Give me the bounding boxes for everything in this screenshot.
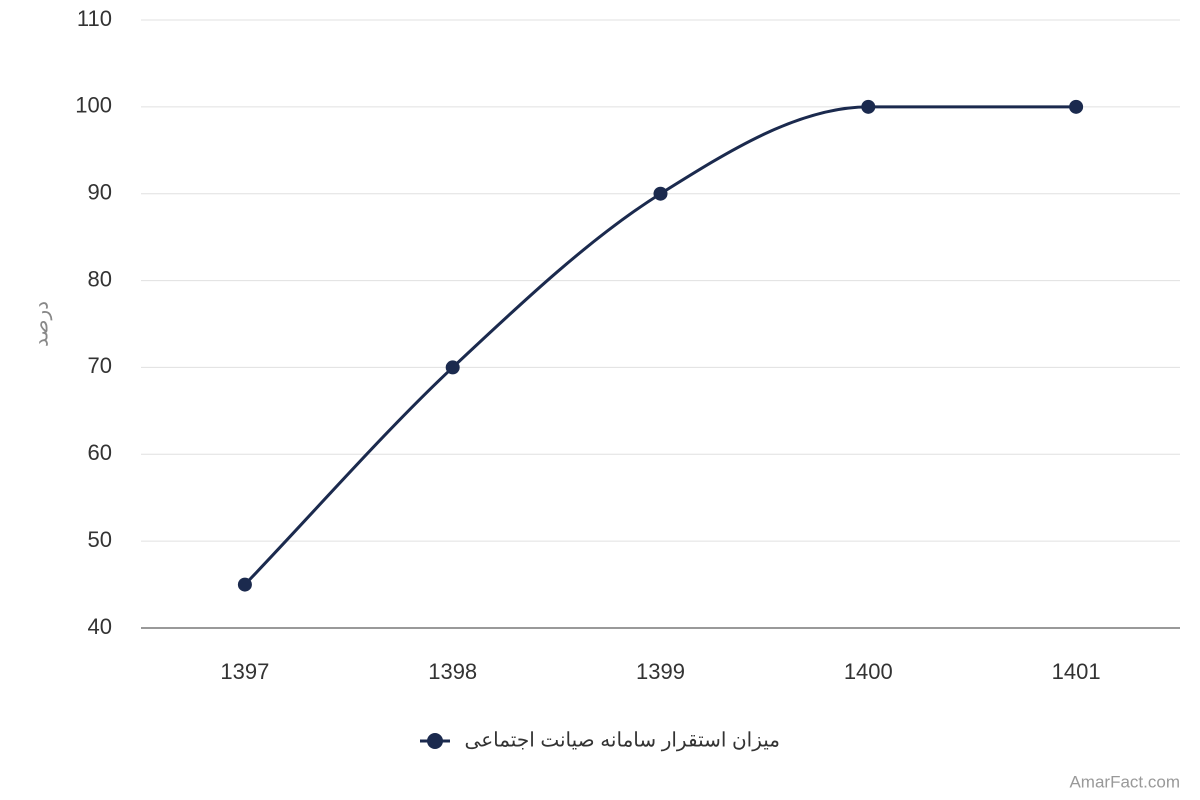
- marker: [653, 186, 668, 201]
- y-tick-label: 70: [88, 353, 112, 378]
- y-tick-label: 60: [88, 440, 112, 465]
- marker: [237, 577, 252, 592]
- y-tick-label: 100: [75, 93, 112, 118]
- legend-symbol: [427, 733, 443, 749]
- line: [243, 105, 1077, 586]
- marker: [861, 99, 876, 114]
- x-tick-label: 1399: [636, 659, 685, 684]
- x-tick-label: 1398: [428, 659, 477, 684]
- y-tick-label: 50: [88, 527, 112, 552]
- y-tick-label: 110: [77, 6, 112, 31]
- y-tick-label: 80: [88, 266, 112, 291]
- y-tick-label: 40: [88, 614, 112, 639]
- x-tick-label: 1397: [220, 659, 269, 684]
- x-tick-label: 1400: [844, 659, 893, 684]
- x-tick-label: 1401: [1052, 659, 1101, 684]
- credit: AmarFact.com: [1069, 772, 1180, 791]
- y-axis-label: درصد: [30, 301, 52, 347]
- y-tick-label: 90: [88, 180, 112, 205]
- marker: [1069, 99, 1084, 114]
- marker: [445, 360, 460, 375]
- legend-label: میزان استقرار سامانه صیانت اجتماعی: [465, 729, 780, 751]
